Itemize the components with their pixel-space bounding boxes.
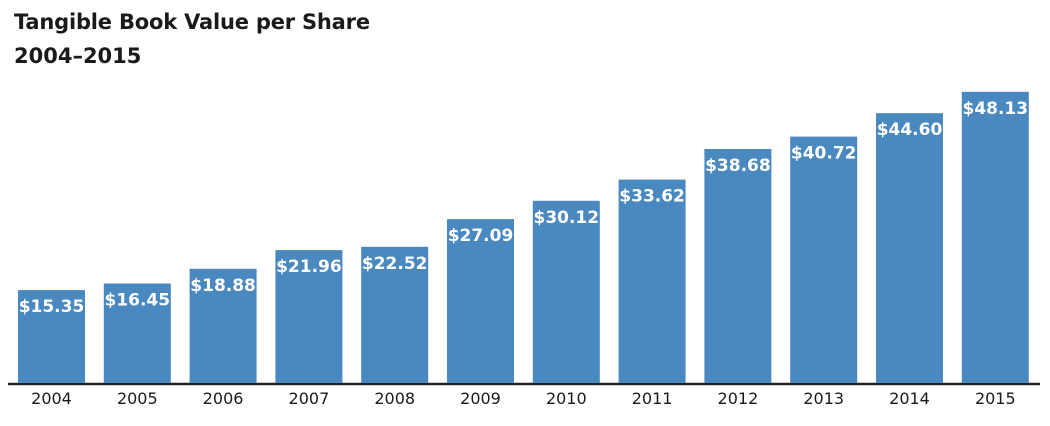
data-label-2012: $38.68 [705,156,771,176]
x-tick-label-2007: 2007 [289,389,330,408]
data-label-2015: $48.13 [962,99,1028,119]
x-tick-label-2010: 2010 [546,389,587,408]
x-tick-label-2012: 2012 [718,389,759,408]
bar-2015 [961,91,1029,384]
x-tick-label-2011: 2011 [632,389,673,408]
bar-2013 [790,136,858,383]
data-label-2014: $44.60 [877,120,943,140]
bar-2014 [876,113,943,383]
data-label-2013: $40.72 [791,144,857,164]
bar-2006 [189,268,257,383]
bar-2010 [532,200,600,383]
bar-2005 [103,283,171,383]
data-label-2007: $21.96 [276,257,342,277]
data-label-2010: $30.12 [533,208,599,228]
data-label-2011: $33.62 [619,187,685,207]
x-tick-label-2004: 2004 [31,389,72,408]
x-tick-label-2008: 2008 [374,389,415,408]
bar-2011 [618,179,686,383]
x-tick-label-2006: 2006 [203,389,244,408]
data-label-2004: $15.35 [19,297,85,317]
bar-2009 [447,219,514,383]
x-tick-label-2015: 2015 [975,389,1016,408]
x-tick-label-2009: 2009 [460,389,501,408]
chart-title: Tangible Book Value per Share [14,10,370,34]
data-label-2006: $18.88 [190,276,256,296]
x-tick-label-2014: 2014 [889,389,930,408]
data-label-2005: $16.45 [104,291,170,311]
chart-subtitle: 2004–2015 [14,44,142,68]
data-label-2008: $22.52 [362,254,428,274]
bar-2012 [704,149,772,383]
x-tick-label-2013: 2013 [803,389,844,408]
x-tick-label-2005: 2005 [117,389,158,408]
data-label-2009: $27.09 [448,226,514,246]
bar-2008 [361,246,429,383]
bar-2007 [275,250,343,383]
bar-2004 [18,290,85,383]
